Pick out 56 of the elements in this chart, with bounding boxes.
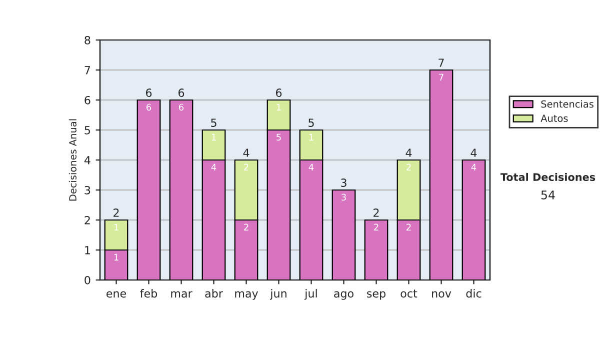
data-label: 2 [244, 224, 248, 230]
total-label: 6 [276, 88, 282, 97]
data-label: 1 [212, 134, 216, 140]
total-label: 2 [114, 208, 119, 217]
y-tick-label: 6 [84, 96, 90, 104]
total-label: 7 [438, 58, 444, 67]
data-label: 2 [406, 164, 411, 170]
legend-label: Autos [540, 114, 568, 122]
total-label: 6 [146, 88, 152, 97]
total-label: 4 [470, 148, 477, 157]
data-label: 6 [179, 104, 184, 111]
data-label: 4 [211, 164, 216, 170]
data-label: 1 [309, 134, 314, 140]
total-label: 4 [243, 148, 250, 157]
x-tick-label: nov [432, 291, 452, 298]
y-axis-title: Decisiones Anual [68, 119, 76, 201]
y-tick-label: 5 [84, 126, 90, 134]
data-label: 1 [114, 254, 118, 260]
y-tick-label: 3 [84, 186, 90, 194]
x-tick-label: ene [106, 291, 126, 298]
total-label: 6 [178, 88, 184, 97]
total-label: 2 [374, 208, 379, 217]
x-tick-label: mar [171, 291, 192, 298]
y-tick-label: 2 [84, 216, 90, 224]
y-tick-label: 0 [84, 276, 90, 284]
data-label: 1 [114, 224, 118, 230]
total-label: 4 [406, 148, 412, 157]
y-tick-label: 4 [84, 156, 90, 164]
data-label: 5 [276, 134, 281, 141]
data-label: 6 [146, 104, 152, 111]
data-label: 2 [374, 224, 378, 230]
total-label: 5 [211, 118, 216, 127]
x-tick-label: may [235, 291, 258, 300]
x-tick-label: oct [400, 290, 418, 298]
data-label: 4 [471, 164, 476, 170]
data-label: 1 [276, 104, 281, 110]
legend-label: Sentencias [541, 100, 594, 108]
text: 54 [541, 190, 555, 200]
total-label: 3 [341, 178, 346, 187]
data-label: 4 [308, 164, 314, 170]
text: Total Decisiones [500, 172, 596, 182]
y-tick-label: 7 [84, 66, 90, 74]
data-label: 7 [439, 74, 444, 80]
x-tick-label: feb [140, 289, 158, 298]
x-tick-label: dic [466, 289, 482, 298]
data-label: 2 [244, 164, 248, 170]
x-tick-label: jul [304, 289, 317, 300]
x-tick-label: sep [367, 291, 386, 300]
total-label: 5 [308, 118, 314, 127]
x-tick-label: jun [270, 289, 286, 300]
data-label: 2 [406, 224, 411, 230]
y-tick-label: 1 [85, 246, 90, 254]
x-tick-label: ago [334, 291, 354, 300]
x-tick-label: abr [205, 289, 223, 298]
data-label: 3 [342, 194, 346, 201]
y-tick-label: 8 [84, 36, 90, 44]
